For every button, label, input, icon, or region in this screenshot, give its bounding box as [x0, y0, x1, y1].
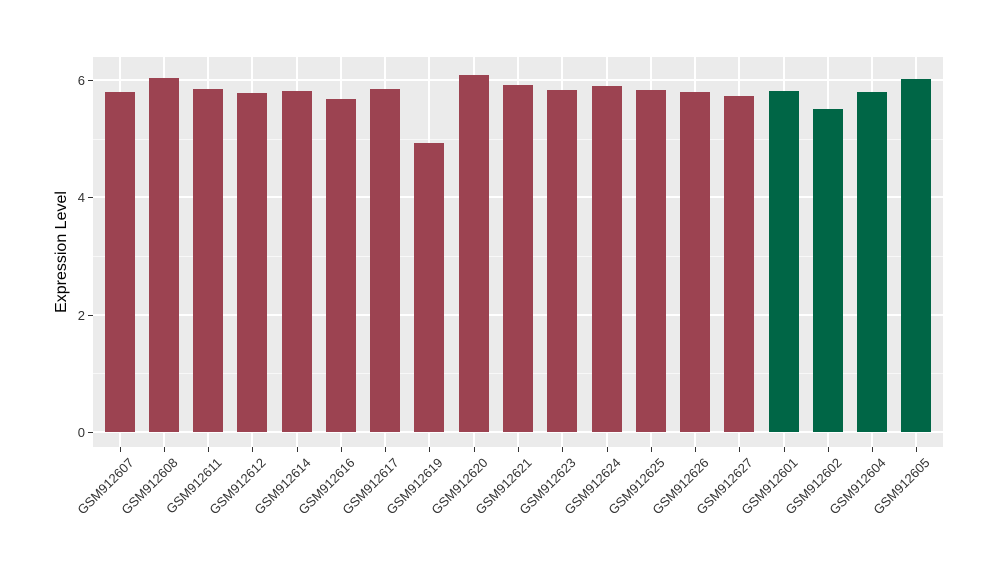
x-axis-tick: [695, 447, 697, 452]
y-axis-title: Expression Level: [53, 191, 70, 313]
bar-GSM912611: [193, 88, 224, 432]
major-gridline: [93, 431, 943, 433]
x-axis-tick: [739, 447, 741, 452]
bar-GSM912621: [503, 84, 533, 432]
bar-GSM912607: [104, 91, 135, 432]
major-gridline: [93, 78, 943, 81]
bar-GSM912625: [635, 89, 666, 432]
bar-GSM912604: [857, 91, 888, 432]
x-axis-tick: [606, 447, 608, 452]
x-axis-tick: [163, 447, 165, 452]
bar-GSM912619: [414, 142, 445, 432]
y-axis-tick: [88, 79, 93, 81]
y-axis-tick: [88, 314, 93, 316]
y-axis-tick-label: 0: [77, 425, 85, 440]
x-axis-tick: [208, 447, 210, 452]
y-axis-tick-label: 4: [77, 190, 85, 206]
x-axis-tick: [473, 447, 475, 452]
bar-GSM912623: [547, 89, 578, 432]
bar-GSM912608: [148, 78, 179, 432]
y-axis-tick-label: 2: [77, 307, 85, 323]
y-axis-tick-label: 6: [77, 72, 85, 88]
x-axis-tick: [296, 447, 298, 452]
plot-panel: [93, 57, 943, 447]
x-axis-tick: [385, 447, 387, 452]
x-axis-tick: [518, 447, 519, 452]
bar-GSM912620: [458, 74, 489, 432]
bar-GSM912602: [812, 109, 843, 432]
x-axis-tick: [872, 447, 874, 452]
x-axis-tick: [119, 447, 121, 452]
x-axis-tick: [340, 447, 342, 452]
bar-GSM912616: [325, 99, 356, 432]
x-axis-tick: [783, 447, 785, 452]
y-axis-tick: [88, 432, 93, 433]
y-axis-tick: [88, 197, 93, 199]
bar-GSM912617: [370, 88, 401, 432]
x-axis-tick: [916, 447, 918, 452]
bar-GSM912624: [591, 86, 622, 432]
bar-GSM912601: [768, 90, 799, 432]
bar-GSM912612: [237, 92, 268, 432]
x-axis-tick: [252, 447, 254, 452]
bar-GSM912614: [281, 91, 312, 432]
bar-GSM912627: [724, 95, 755, 432]
bar-GSM912605: [901, 78, 932, 432]
x-axis-tick: [429, 447, 431, 452]
x-axis-tick: [827, 447, 829, 452]
x-axis-tick: [650, 447, 652, 452]
x-axis-tick: [562, 447, 564, 452]
bar-GSM912626: [680, 92, 711, 432]
